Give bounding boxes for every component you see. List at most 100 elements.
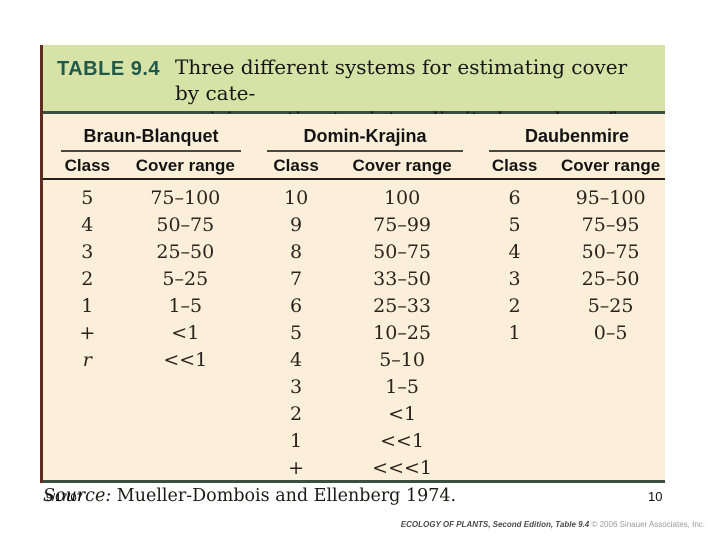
- class-cell: 6: [508, 186, 521, 209]
- range-cell: <1: [388, 402, 417, 425]
- range-cell: 5–25: [162, 267, 209, 290]
- range-cell: 95–100: [575, 186, 646, 209]
- class-cell: 3: [290, 375, 303, 398]
- table-row: 2 5–25: [481, 293, 673, 320]
- table-row: 10 100: [259, 185, 471, 212]
- range-cell: <<<1: [372, 456, 433, 479]
- system-column-headers: Class Cover range: [481, 156, 673, 176]
- table-number-label: TABLE 9.4: [57, 58, 161, 80]
- table-body: Braun-Blanquet Class Cover range 5 75–100…: [43, 114, 665, 480]
- class-cell: +: [288, 456, 305, 479]
- system-daubenmire: Daubenmire Class Cover range 6 95–100 5 75…: [481, 114, 673, 480]
- class-cell: 4: [290, 348, 303, 371]
- table-header-band: TABLE 9.4 Three different systems for es…: [43, 45, 665, 157]
- class-cell: +: [79, 321, 96, 344]
- range-cell: 0–5: [593, 321, 628, 344]
- system-domin-krajina: Domin-Krajina Class Cover range 10 100 9 7…: [259, 114, 471, 480]
- class-cell: 2: [508, 294, 521, 317]
- range-cell: 10–25: [373, 321, 432, 344]
- system-name: Daubenmire: [524, 126, 630, 146]
- range-cell: 25–33: [373, 294, 432, 317]
- table-row: 6 25–33: [259, 293, 471, 320]
- range-cell: <<1: [380, 429, 425, 452]
- table-row: 1 <<1: [259, 428, 471, 455]
- class-cell: 9: [290, 213, 303, 236]
- class-cell: 1: [81, 294, 94, 317]
- class-column-header: Class: [273, 155, 319, 175]
- system-name-underline: [489, 150, 665, 152]
- class-cell: 1: [290, 429, 303, 452]
- class-cell: 7: [290, 267, 303, 290]
- table-row: 7 33–50: [259, 266, 471, 293]
- range-cell: 75–95: [581, 213, 640, 236]
- range-cell: 1–5: [385, 375, 419, 398]
- class-cell: 4: [508, 240, 521, 263]
- range-cell: <<1: [163, 348, 208, 371]
- table-row: 1 0–5: [481, 320, 673, 347]
- cover-range-column-header: Cover range: [352, 155, 452, 175]
- class-cell: 8: [290, 240, 303, 263]
- system-name: Domin-Krajina: [303, 126, 427, 146]
- source-text: Mueller-Dombois and Ellenberg 1974.: [111, 486, 457, 506]
- range-cell: 5–25: [587, 294, 634, 317]
- table-row: + <<<1: [259, 455, 471, 482]
- class-cell: r: [82, 348, 92, 371]
- class-cell: 2: [290, 402, 303, 425]
- range-cell: 1–5: [168, 294, 203, 317]
- class-cell: 5: [290, 321, 303, 344]
- class-cell: 3: [508, 267, 521, 290]
- header-divider-rule: [43, 111, 665, 114]
- table-row: 2 5–25: [53, 266, 249, 293]
- table-caption-line1: Three different systems for estimating c…: [175, 55, 628, 105]
- range-cell: 100: [383, 186, 421, 209]
- system-column-headers: Class Cover range: [259, 156, 471, 176]
- table-row: + <1: [53, 320, 249, 347]
- class-cell: 6: [290, 294, 303, 317]
- table-row: 4 50–75: [481, 239, 673, 266]
- table-row: 5 75–95: [481, 212, 673, 239]
- table-row: 4 5–10: [259, 347, 471, 374]
- range-cell: 50–75: [581, 240, 640, 263]
- attribution-copyright: © 2006 Sinauer Associates, Inc.: [589, 520, 705, 529]
- range-cell: <1: [171, 321, 200, 344]
- system-braun-blanquet: Braun-Blanquet Class Cover range 5 75–100…: [53, 114, 249, 480]
- table-row: 5 10–25: [259, 320, 471, 347]
- class-cell: 5: [81, 186, 94, 209]
- attribution-title: ECOLOGY OF PLANTS, Second Edition, Table…: [400, 520, 590, 529]
- system-rows: 10 100 9 75–99 8 50–75 7 33–50 6 25–33 5 10–25…: [259, 185, 471, 482]
- system-rows: 6 95–100 5 75–95 4 50–75 3 25–50 2 5–25 1 0–5: [481, 185, 673, 347]
- class-cell: 10: [284, 186, 309, 209]
- class-cell: 3: [81, 240, 94, 263]
- table-row: 6 95–100: [481, 185, 673, 212]
- range-cell: 33–50: [373, 267, 432, 290]
- table-row: 5 75–100: [53, 185, 249, 212]
- range-cell: 50–75: [156, 213, 215, 236]
- class-column-header: Class: [64, 155, 110, 175]
- table-row: r <<1: [53, 347, 249, 374]
- range-cell: 25–50: [156, 240, 215, 263]
- range-cell: 50–75: [373, 240, 432, 263]
- class-cell: 1: [508, 321, 521, 344]
- range-cell: 75–99: [373, 213, 432, 236]
- range-cell: 75–100: [150, 186, 221, 209]
- system-name-underline: [267, 150, 463, 152]
- class-cell: 5: [508, 213, 521, 236]
- cover-range-column-header: Cover range: [560, 155, 661, 175]
- class-cell: 2: [81, 267, 94, 290]
- table-row: 9 75–99: [259, 212, 471, 239]
- range-cell: 25–50: [581, 267, 640, 290]
- table-row: 3 1–5: [259, 374, 471, 401]
- subheader-divider-rule: [43, 178, 665, 180]
- cover-range-column-header: Cover range: [135, 155, 235, 175]
- system-column-headers: Class Cover range: [53, 156, 249, 176]
- class-column-header: Class: [491, 155, 538, 175]
- system-name-underline: [61, 150, 241, 152]
- system-rows: 5 75–100 4 50–75 3 25–50 2 5–25 1 1–5 + <1 r <<…: [53, 185, 249, 374]
- source-citation: Source: Mueller-Dombois and Ellenberg 19…: [43, 486, 456, 506]
- source-label: Source:: [43, 486, 112, 506]
- class-cell: 4: [81, 213, 94, 236]
- range-cell: 5–10: [379, 348, 425, 371]
- system-name: Braun-Blanquet: [83, 126, 219, 146]
- slide-page-number: 10: [648, 489, 663, 504]
